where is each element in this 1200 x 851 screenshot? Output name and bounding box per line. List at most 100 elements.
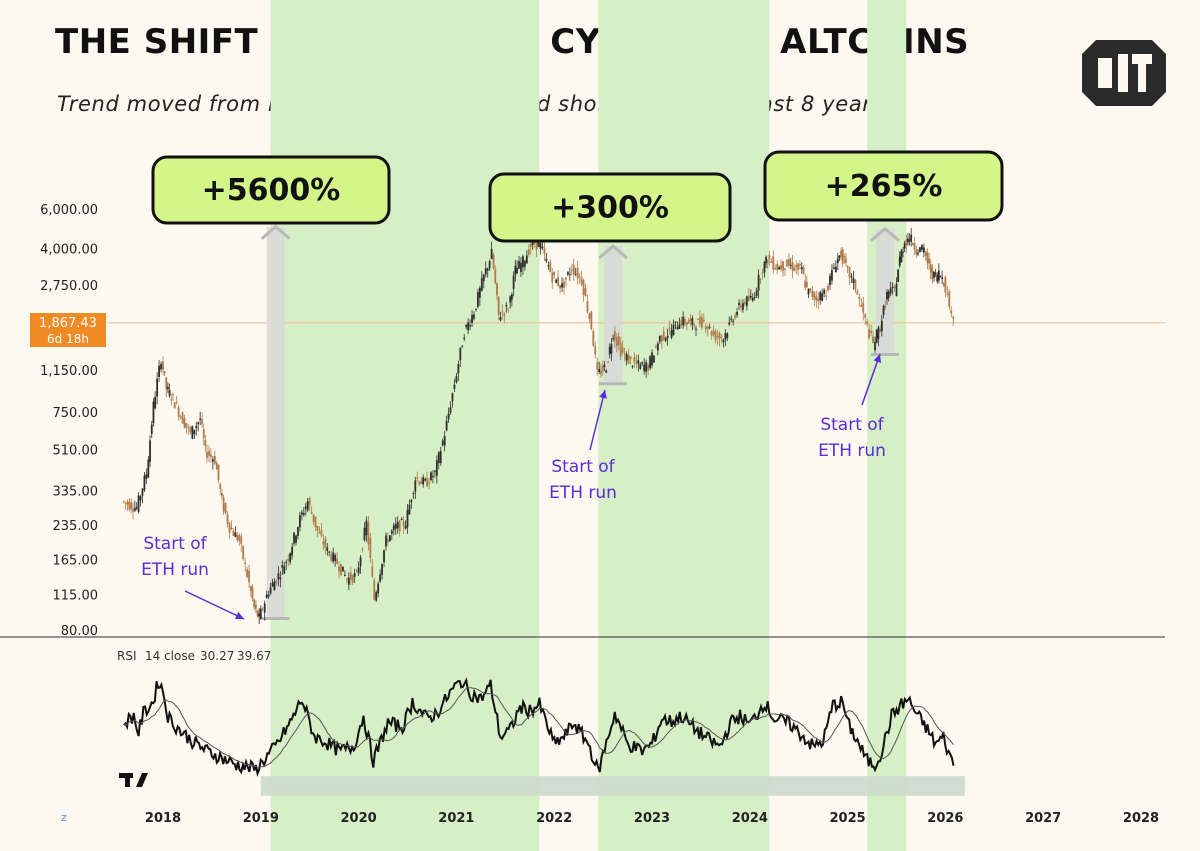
- cycle-shaded-bands: [270, 0, 907, 851]
- candle-body: [349, 573, 352, 580]
- price-badge: 1,867.43 6d 18h: [30, 313, 106, 347]
- x-tick-label: 2019: [243, 811, 279, 826]
- candle-body: [300, 512, 303, 515]
- candle-body: [334, 554, 337, 561]
- candle-body: [843, 256, 846, 258]
- candle-body: [603, 364, 606, 368]
- candle-body: [406, 509, 409, 528]
- y-tick-label: 115.00: [53, 589, 99, 604]
- candle-body: [726, 333, 729, 338]
- candle-body: [208, 451, 210, 456]
- candle-body: [931, 267, 934, 280]
- candle-body: [647, 364, 649, 371]
- candle-body: [749, 295, 752, 298]
- rsi-name: RSI: [117, 649, 137, 663]
- candle-body: [815, 296, 818, 301]
- candle-body: [687, 319, 690, 324]
- candle-body: [780, 265, 782, 270]
- candle-body: [693, 324, 696, 326]
- candle-body: [297, 527, 299, 537]
- candle-body: [797, 263, 799, 270]
- move-bar-1: [604, 246, 623, 384]
- candle-body: [874, 341, 876, 351]
- candle-body: [782, 261, 784, 271]
- x-tick-label: 2025: [830, 811, 866, 826]
- candle-body: [913, 243, 916, 250]
- event-label-line1: Start of: [551, 457, 615, 477]
- candle-body: [426, 477, 428, 487]
- candle-body: [827, 285, 829, 291]
- candle-body: [858, 296, 861, 299]
- candle-body: [753, 297, 756, 299]
- candle-body: [864, 314, 867, 318]
- candle-body: [122, 501, 125, 503]
- candle-body: [371, 566, 374, 577]
- candle-body: [672, 324, 675, 335]
- candle-body: [670, 330, 673, 338]
- candle-body: [428, 482, 430, 484]
- candle-body: [742, 303, 744, 310]
- candle-body: [833, 267, 835, 269]
- candle-body: [619, 342, 622, 357]
- candle-body: [221, 492, 223, 497]
- candle-body: [422, 477, 425, 485]
- candle-body: [283, 566, 286, 574]
- candle-body: [875, 330, 878, 343]
- candle-body: [312, 514, 315, 522]
- candle-body: [240, 536, 243, 545]
- candle-body: [449, 407, 452, 413]
- candle-body: [825, 295, 827, 297]
- candle-body: [359, 557, 362, 567]
- candle-body: [267, 594, 270, 597]
- x-tick-label: 2024: [732, 811, 768, 826]
- candle-body: [809, 288, 812, 291]
- candle-body: [511, 294, 513, 300]
- candle-body: [770, 261, 773, 263]
- candle-body: [154, 396, 157, 409]
- candle-body: [708, 326, 711, 328]
- candle-body: [586, 301, 589, 312]
- candle-body: [195, 425, 198, 429]
- candle-body: [242, 545, 245, 560]
- candle-body: [860, 305, 863, 308]
- candle-body: [774, 268, 777, 270]
- candle-body: [418, 481, 421, 485]
- candle-body: [921, 245, 923, 250]
- price-badge-value: 1,867.43: [39, 316, 97, 331]
- candle-body: [819, 291, 822, 300]
- candle-body: [937, 270, 940, 281]
- candle-body: [834, 266, 837, 273]
- candle-body: [802, 267, 805, 275]
- candle-body: [416, 477, 419, 479]
- rsi-params: 14 close: [145, 649, 195, 663]
- candle-body: [338, 566, 340, 572]
- candle-body: [763, 261, 766, 273]
- rsi-line: [123, 677, 955, 777]
- candle-body: [804, 281, 807, 288]
- event-label-line1: Start of: [143, 534, 207, 554]
- candle-body: [181, 412, 184, 424]
- candle-body: [408, 504, 411, 515]
- candle-body: [740, 304, 742, 308]
- move-bar-2: [875, 228, 894, 355]
- candle-body: [734, 315, 737, 318]
- candle-body: [941, 277, 944, 280]
- event-arrowhead: [599, 390, 607, 399]
- candle-body: [289, 553, 292, 563]
- candle-body: [437, 452, 440, 464]
- candle-body: [565, 277, 567, 280]
- candle-body: [695, 328, 697, 330]
- candle-body: [601, 365, 604, 372]
- candle-body: [206, 452, 208, 459]
- candle-body: [841, 249, 844, 264]
- candle-body: [310, 511, 313, 514]
- candle-body: [744, 302, 746, 305]
- candle-body: [655, 346, 657, 348]
- candle-body: [149, 440, 151, 462]
- x-tick-label: 2026: [927, 811, 963, 826]
- candle-body: [592, 330, 595, 347]
- candle-body: [402, 521, 405, 527]
- candle-body: [459, 347, 462, 361]
- candle-body: [823, 290, 826, 294]
- candle-body: [852, 278, 855, 284]
